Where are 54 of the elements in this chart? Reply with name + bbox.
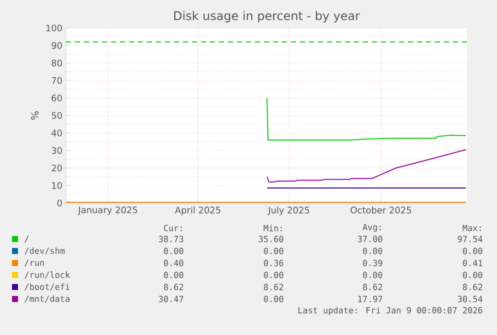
text: 37.00 xyxy=(358,236,382,242)
y-tick-label: 40 xyxy=(52,130,62,136)
x-tick-label: January 2025 xyxy=(78,206,138,216)
text: 0.40 xyxy=(164,260,184,266)
y-axis-title: % xyxy=(30,111,39,120)
y-tick-label: 0 xyxy=(57,200,62,206)
y-tick-label: 100 xyxy=(46,24,62,32)
text: Min: xyxy=(264,224,282,232)
y-tick-label: 10 xyxy=(52,182,62,189)
text: 0.39 xyxy=(362,260,382,266)
text: 0.00 xyxy=(462,272,482,278)
x-tick-label: October 2025 xyxy=(350,206,411,214)
text: 97.54 xyxy=(458,236,482,242)
text: 0.00 xyxy=(264,272,284,278)
legend-label: /dev/shm xyxy=(24,247,65,255)
text: 0.00 xyxy=(462,248,482,254)
legend-label: / xyxy=(24,236,29,242)
text: 0.41 xyxy=(462,260,482,266)
text: Last update: Fri Jan 9 00:00:07 2026 xyxy=(298,306,482,316)
text: 35.60 xyxy=(258,236,284,242)
text: Avg: xyxy=(362,224,381,232)
y-tick-label: 80 xyxy=(52,60,62,66)
text: 0.00 xyxy=(362,248,382,254)
text: 17.97 xyxy=(358,296,382,302)
text: 30.47 xyxy=(158,296,184,302)
x-tick-label: April 2025 xyxy=(174,206,220,216)
text: 38.73 xyxy=(158,236,184,242)
line-series xyxy=(266,97,467,140)
y-tick-label: 90 xyxy=(52,42,62,49)
chart-title: Disk usage in percent - by year xyxy=(174,10,360,22)
y-tick-label: 50 xyxy=(52,112,62,119)
text: 8.62 xyxy=(362,284,382,290)
y-tick-label: 60 xyxy=(52,94,62,102)
text: 8.62 xyxy=(264,284,284,290)
text: 8.62 xyxy=(164,284,184,290)
text: Max: xyxy=(462,224,481,232)
text: 8.62 xyxy=(462,284,482,290)
text: 0.36 xyxy=(264,260,284,266)
text: 0.00 xyxy=(164,248,184,254)
line-series xyxy=(266,149,467,182)
text: 0.00 xyxy=(264,296,284,302)
legend-label: /boot/efi xyxy=(24,283,70,291)
y-tick-label: 20 xyxy=(52,164,62,172)
text: 30.54 xyxy=(458,296,482,302)
y-tick-label: 30 xyxy=(52,147,62,154)
legend-label: /run xyxy=(24,260,44,266)
text: 0.00 xyxy=(362,272,382,278)
text: 0.00 xyxy=(264,248,284,254)
legend-label: /mnt/data xyxy=(24,295,70,303)
text: Cur: xyxy=(164,224,182,232)
legend-label: /run/lock xyxy=(24,271,70,279)
y-tick-label: 70 xyxy=(52,77,62,84)
x-tick-label: July 2025 xyxy=(268,206,310,216)
text: 0.00 xyxy=(164,272,184,278)
